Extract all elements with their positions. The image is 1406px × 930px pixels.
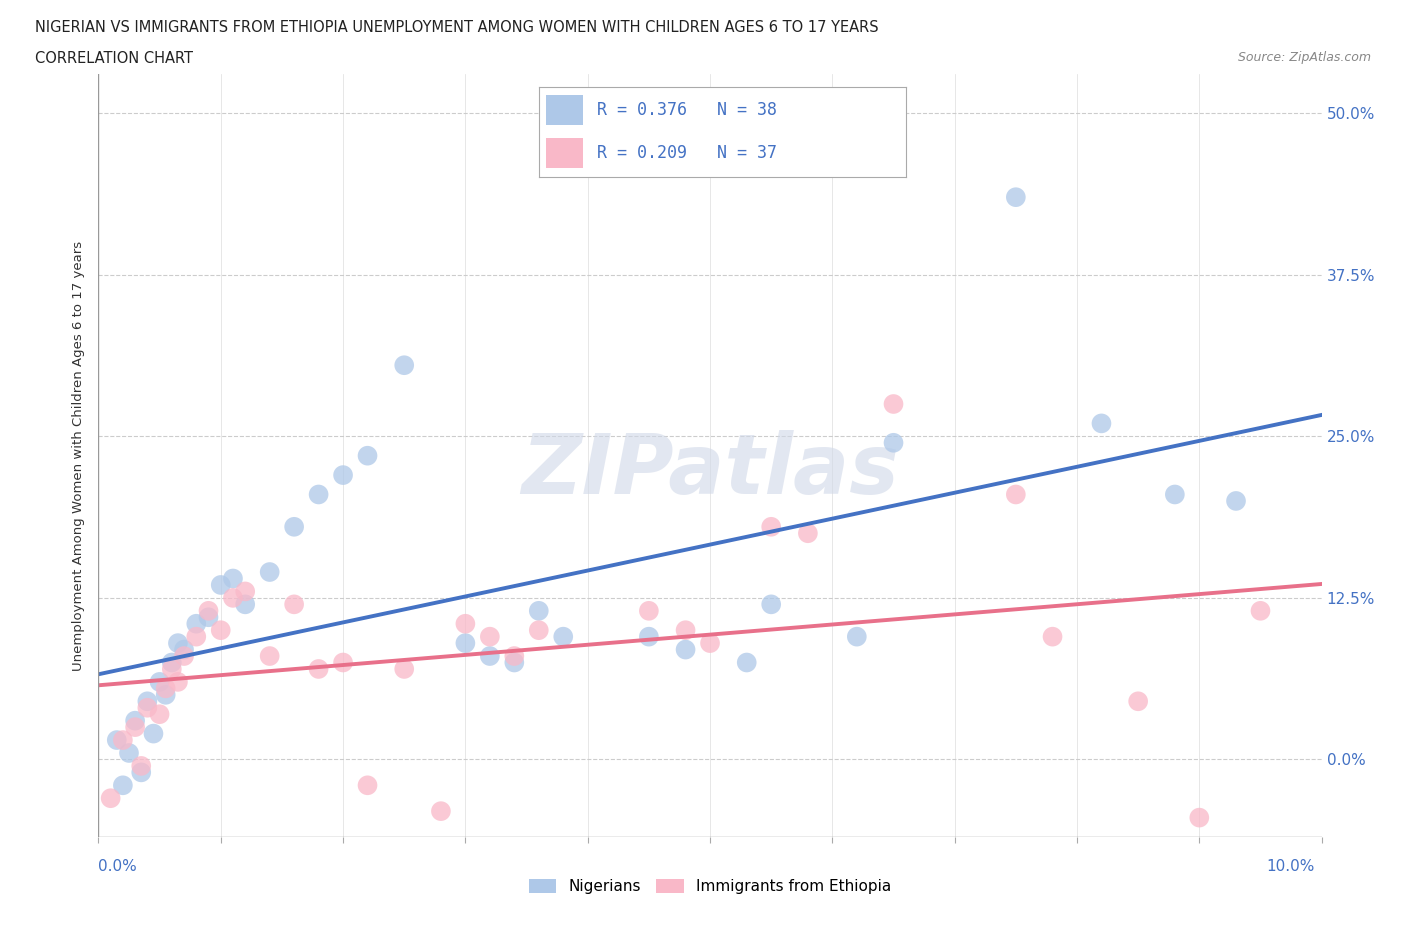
Point (1250, 604, 1272, 618)
Point (167, 674, 190, 689)
Point (283, 519, 305, 534)
Point (155, 681, 177, 696)
Point (699, 636, 721, 651)
Point (142, 726, 165, 741)
Point (186, 617, 208, 631)
Bar (546, 95, 583, 126)
Point (129, 765, 152, 780)
Point (883, 396, 905, 411)
Point (332, 655, 354, 670)
Point (675, 623, 697, 638)
Point (845, 630, 868, 644)
Point (155, 687, 177, 702)
Point (638, 630, 661, 644)
Point (761, 597, 783, 612)
Legend: Nigerians, Immigrants from Ethiopia: Nigerians, Immigrants from Ethiopia (522, 871, 898, 902)
Point (186, 630, 208, 644)
Point (259, 565, 281, 579)
Point (1225, 494, 1247, 509)
Point (478, 630, 501, 644)
Point (1004, 487, 1026, 502)
Point (675, 642, 697, 657)
Point (149, 674, 172, 689)
Point (129, 759, 152, 774)
Point (503, 648, 526, 663)
Point (209, 623, 232, 638)
Point (430, 804, 453, 818)
Text: R = 0.376   N = 38: R = 0.376 N = 38 (598, 100, 778, 119)
Point (233, 584, 256, 599)
Point (503, 655, 526, 670)
Y-axis label: Unemployment Among Women with Children Ages 6 to 17 years: Unemployment Among Women with Children A… (72, 241, 86, 671)
Point (105, 733, 128, 748)
Point (478, 648, 501, 663)
Point (454, 636, 477, 651)
Point (1128, 694, 1150, 709)
Point (527, 623, 550, 638)
Point (1090, 416, 1112, 431)
Point (136, 700, 159, 715)
Point (392, 661, 416, 676)
Point (167, 636, 190, 651)
Text: 10.0%: 10.0% (1267, 859, 1315, 874)
Text: R = 0.209   N = 37: R = 0.209 N = 37 (598, 144, 778, 162)
Point (111, 777, 134, 792)
Text: NIGERIAN VS IMMIGRANTS FROM ETHIOPIA UNEMPLOYMENT AMONG WOMEN WITH CHILDREN AGES: NIGERIAN VS IMMIGRANTS FROM ETHIOPIA UNE… (35, 20, 879, 35)
Text: ZIPatlas: ZIPatlas (522, 431, 898, 512)
Point (173, 648, 195, 663)
Bar (546, 138, 583, 168)
Point (308, 487, 330, 502)
Point (308, 661, 330, 676)
Point (160, 661, 183, 676)
Point (1188, 810, 1211, 825)
Point (259, 648, 281, 663)
Point (111, 733, 134, 748)
Point (222, 571, 245, 586)
Point (283, 597, 305, 612)
Point (797, 525, 820, 540)
Point (233, 597, 256, 612)
Point (356, 777, 378, 792)
Point (761, 519, 783, 534)
Point (173, 642, 195, 657)
Point (124, 720, 146, 735)
Point (209, 578, 232, 592)
Point (124, 713, 146, 728)
Text: CORRELATION CHART: CORRELATION CHART (35, 51, 193, 66)
Point (1004, 190, 1026, 205)
Point (356, 448, 378, 463)
Point (553, 630, 575, 644)
Text: 0.0%: 0.0% (98, 859, 138, 874)
Text: Source: ZipAtlas.com: Source: ZipAtlas.com (1237, 51, 1371, 64)
Point (160, 655, 183, 670)
Point (454, 617, 477, 631)
Point (1164, 487, 1187, 502)
Point (527, 604, 550, 618)
Point (735, 655, 758, 670)
Point (118, 746, 141, 761)
Point (197, 604, 219, 618)
Point (883, 435, 905, 450)
Point (392, 358, 416, 373)
Point (100, 790, 122, 805)
Point (332, 468, 354, 483)
Point (1042, 630, 1064, 644)
Point (197, 610, 219, 625)
Point (149, 707, 172, 722)
Point (222, 591, 245, 605)
Point (136, 694, 159, 709)
Point (638, 604, 661, 618)
